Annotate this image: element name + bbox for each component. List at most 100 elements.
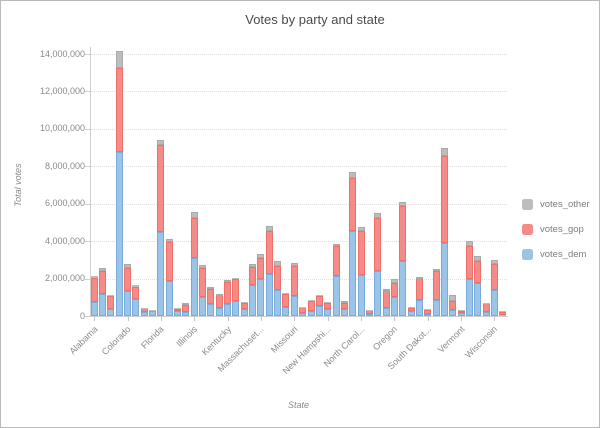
bar-segment-votes-dem-georgia[interactable] (165, 280, 173, 316)
bar-segment-votes-dem-colorado[interactable] (124, 290, 132, 316)
bar-segment-votes-dem-ohio[interactable] (374, 271, 382, 316)
bar-segment-votes-other-arkansas[interactable] (107, 294, 115, 297)
bar-segment-votes-gop-ohio[interactable] (374, 218, 382, 272)
bar-segment-votes-dem-indiana[interactable] (199, 296, 207, 316)
bar-segment-votes-dem-alabama[interactable] (90, 302, 98, 316)
bar-segment-votes-gop-oklahoma[interactable] (382, 290, 390, 309)
bar-segment-votes-gop-virginia[interactable] (465, 245, 473, 279)
bar-segment-votes-dem-florida[interactable] (157, 231, 165, 316)
bar-segment-votes-dem-idaho[interactable] (182, 312, 190, 316)
bar-segment-votes-other-washington[interactable] (474, 255, 482, 261)
bar-segment-votes-other-vermont[interactable] (457, 310, 465, 311)
bar-segment-votes-other-north-carolina[interactable] (357, 227, 365, 231)
bar-segment-votes-gop-new-hampshire[interactable] (324, 303, 332, 310)
legend-item-votes-dem[interactable]: votes_dem (522, 249, 586, 260)
bar-segment-votes-dem-north-dakota[interactable] (365, 314, 373, 317)
bar-segment-votes-dem-new-jersey[interactable] (332, 275, 340, 316)
bar-segment-votes-dem-new-mexico[interactable] (340, 308, 348, 316)
bar-segment-votes-gop-wyoming[interactable] (499, 311, 507, 315)
bar-segment-votes-dem-district-of-columbia[interactable] (149, 310, 157, 316)
legend-item-votes-gop[interactable]: votes_gop (522, 224, 584, 235)
bar-segment-votes-gop-indiana[interactable] (199, 267, 207, 297)
bar-segment-votes-other-massachusetts[interactable] (257, 253, 265, 259)
bar-segment-votes-gop-colorado[interactable] (124, 268, 132, 291)
bar-segment-votes-gop-new-mexico[interactable] (340, 302, 348, 309)
bar-segment-votes-dem-rhode-island[interactable] (407, 311, 415, 316)
bar-segment-votes-other-kansas[interactable] (215, 293, 223, 296)
bar-segment-votes-gop-missouri[interactable] (290, 266, 298, 296)
bar-segment-votes-other-louisiana[interactable] (232, 278, 240, 280)
bar-segment-votes-dem-pennsylvania[interactable] (399, 261, 407, 316)
bar-segment-votes-dem-new-hampshire[interactable] (324, 309, 332, 316)
bar-segment-votes-gop-alabama[interactable] (90, 277, 98, 303)
bar-segment-votes-dem-new-york[interactable] (349, 230, 357, 316)
bar-segment-votes-other-nevada[interactable] (315, 294, 323, 297)
bar-segment-votes-dem-montana[interactable] (299, 312, 307, 316)
bar-segment-votes-dem-washington[interactable] (474, 283, 482, 316)
bar-segment-votes-dem-kansas[interactable] (215, 308, 223, 316)
bar-segment-votes-dem-texas[interactable] (440, 243, 448, 316)
bar-segment-votes-gop-michigan[interactable] (265, 230, 273, 274)
bar-segment-votes-gop-new-jersey[interactable] (332, 245, 340, 276)
bar-segment-votes-dem-delaware[interactable] (140, 311, 148, 316)
bar-segment-votes-gop-north-carolina[interactable] (357, 230, 365, 275)
bar-segment-votes-other-colorado[interactable] (124, 263, 132, 269)
bar-segment-votes-gop-nebraska[interactable] (307, 301, 315, 311)
bar-segment-votes-gop-hawaii[interactable] (174, 308, 182, 311)
bar-segment-votes-other-oklahoma[interactable] (382, 288, 390, 291)
bar-segment-votes-other-missouri[interactable] (290, 263, 298, 267)
bar-segment-votes-gop-georgia[interactable] (165, 241, 173, 281)
bar-segment-votes-other-texas[interactable] (440, 148, 448, 156)
bar-segment-votes-gop-delaware[interactable] (140, 308, 148, 312)
bar-segment-votes-gop-new-york[interactable] (349, 177, 357, 231)
bar-segment-votes-other-wisconsin[interactable] (490, 260, 498, 264)
bar-segment-votes-dem-illinois[interactable] (190, 258, 198, 316)
bar-segment-votes-other-maryland[interactable] (249, 263, 257, 267)
bar-segment-votes-other-north-dakota[interactable] (365, 309, 373, 311)
bar-segment-votes-dem-vermont[interactable] (457, 312, 465, 316)
bar-segment-votes-dem-louisiana[interactable] (232, 301, 240, 316)
bar-segment-votes-dem-oklahoma[interactable] (382, 308, 390, 316)
bar-segment-votes-other-pennsylvania[interactable] (399, 201, 407, 206)
bar-segment-votes-dem-south-carolina[interactable] (415, 299, 423, 316)
bar-segment-votes-gop-west-virginia[interactable] (482, 303, 490, 313)
bar-segment-votes-other-alabama[interactable] (90, 276, 98, 278)
bar-segment-votes-dem-utah[interactable] (449, 310, 457, 316)
bar-segment-votes-other-tennessee[interactable] (432, 269, 440, 272)
bar-segment-votes-other-iowa[interactable] (207, 286, 215, 289)
bar-segment-votes-other-nebraska[interactable] (307, 300, 315, 302)
bar-segment-votes-other-idaho[interactable] (182, 303, 190, 306)
bar-segment-votes-other-ohio[interactable] (374, 213, 382, 218)
bar-segment-votes-gop-rhode-island[interactable] (407, 307, 415, 312)
bar-segment-votes-dem-mississippi[interactable] (282, 306, 290, 316)
bar-segment-votes-gop-iowa[interactable] (207, 288, 215, 304)
bar-segment-votes-gop-illinois[interactable] (190, 218, 198, 259)
bar-segment-votes-gop-utah[interactable] (449, 300, 457, 311)
bar-segment-votes-other-indiana[interactable] (199, 264, 207, 268)
bar-segment-votes-dem-arkansas[interactable] (107, 308, 115, 316)
bar-segment-votes-other-georgia[interactable] (165, 239, 173, 242)
bar-segment-votes-dem-arizona[interactable] (99, 294, 106, 316)
bar-segment-votes-gop-connecticut[interactable] (132, 286, 140, 300)
bar-segment-votes-dem-hawaii[interactable] (174, 311, 182, 316)
bar-segment-votes-gop-texas[interactable] (440, 155, 448, 244)
bar-segment-votes-other-michigan[interactable] (265, 226, 273, 231)
bar-segment-votes-dem-nevada[interactable] (315, 305, 323, 316)
bar-segment-votes-gop-kansas[interactable] (215, 295, 223, 308)
bar-segment-votes-other-florida[interactable] (157, 139, 165, 146)
bar-segment-votes-gop-florida[interactable] (157, 145, 165, 232)
bar-segment-votes-gop-nevada[interactable] (315, 296, 323, 306)
bar-segment-votes-gop-washington[interactable] (474, 260, 482, 284)
bar-segment-votes-other-hawaii[interactable] (174, 307, 182, 309)
bar-segment-votes-other-arizona[interactable] (99, 267, 106, 271)
bar-segment-votes-other-maine[interactable] (240, 302, 248, 304)
bar-segment-votes-dem-connecticut[interactable] (132, 299, 140, 316)
bar-segment-votes-gop-louisiana[interactable] (232, 279, 240, 302)
bar-segment-votes-dem-michigan[interactable] (265, 273, 273, 316)
bar-segment-votes-dem-maryland[interactable] (249, 284, 257, 316)
bar-segment-votes-dem-south-dakota[interactable] (424, 313, 432, 316)
bar-segment-votes-other-new-york[interactable] (349, 171, 357, 178)
bar-segment-votes-dem-oregon[interactable] (390, 297, 398, 316)
legend-item-votes-other[interactable]: votes_other (522, 199, 590, 210)
bar-segment-votes-other-california[interactable] (115, 50, 123, 69)
